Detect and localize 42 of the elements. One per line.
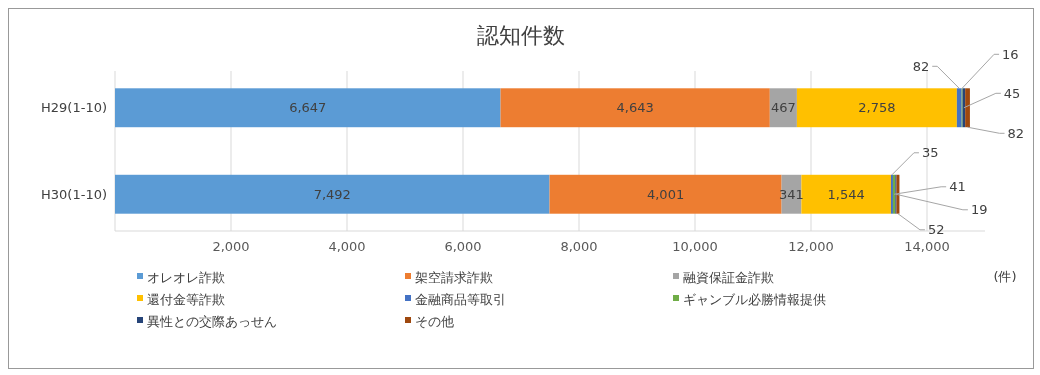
x-tick-label: 12,000 xyxy=(788,239,834,254)
bar xyxy=(115,88,501,128)
data-label: 2,758 xyxy=(858,100,896,116)
x-tick-label: 14,000 xyxy=(904,239,950,254)
legend-label: 還付金等詐欺 xyxy=(147,291,225,307)
bar xyxy=(500,88,770,128)
data-label: 35 xyxy=(921,145,939,161)
data-label: 45 xyxy=(1003,85,1021,101)
bar xyxy=(965,88,970,128)
legend-label: 架空請求詐欺 xyxy=(415,269,493,285)
y-tick-label: H30(1-10) xyxy=(41,186,107,202)
x-tick-label: 10,000 xyxy=(672,239,718,254)
legend-label: 異性との交際あっせん xyxy=(147,313,277,329)
bar xyxy=(801,174,891,214)
data-label: 467 xyxy=(770,100,796,116)
x-tick-label: 4,000 xyxy=(328,239,366,254)
data-label: 41 xyxy=(949,179,966,195)
legend-label: 融資保証金詐欺 xyxy=(683,269,774,285)
x-tick-label: 6,000 xyxy=(444,239,482,254)
x-tick-label: 2,000 xyxy=(212,239,250,254)
legend-label: ギャンブル必勝情報提供 xyxy=(683,291,826,307)
data-label: 16 xyxy=(1002,46,1019,62)
data-label: 4,643 xyxy=(616,100,654,116)
y-tick-label: H29(1-10) xyxy=(41,100,107,116)
bar xyxy=(796,88,957,128)
legend-label: 金融商品等取引 xyxy=(415,291,506,307)
bar xyxy=(956,88,962,128)
data-label: 4,001 xyxy=(646,186,685,202)
legend-label: その他 xyxy=(415,313,454,329)
legend-label: オレオレ詐欺 xyxy=(147,269,225,285)
data-label: 6,647 xyxy=(289,100,327,116)
data-label: 52 xyxy=(927,222,945,238)
bar xyxy=(549,174,782,214)
bar xyxy=(115,174,550,214)
data-label: 19 xyxy=(970,202,988,218)
chart-title: 認知件数 xyxy=(477,23,565,48)
data-label: 1,544 xyxy=(827,186,865,202)
x-axis-title: (件) xyxy=(993,269,1017,284)
data-label: 7,492 xyxy=(313,186,351,202)
data-label: 82 xyxy=(912,58,930,74)
data-label: 82 xyxy=(1007,125,1025,141)
x-tick-label: 8,000 xyxy=(560,239,598,254)
